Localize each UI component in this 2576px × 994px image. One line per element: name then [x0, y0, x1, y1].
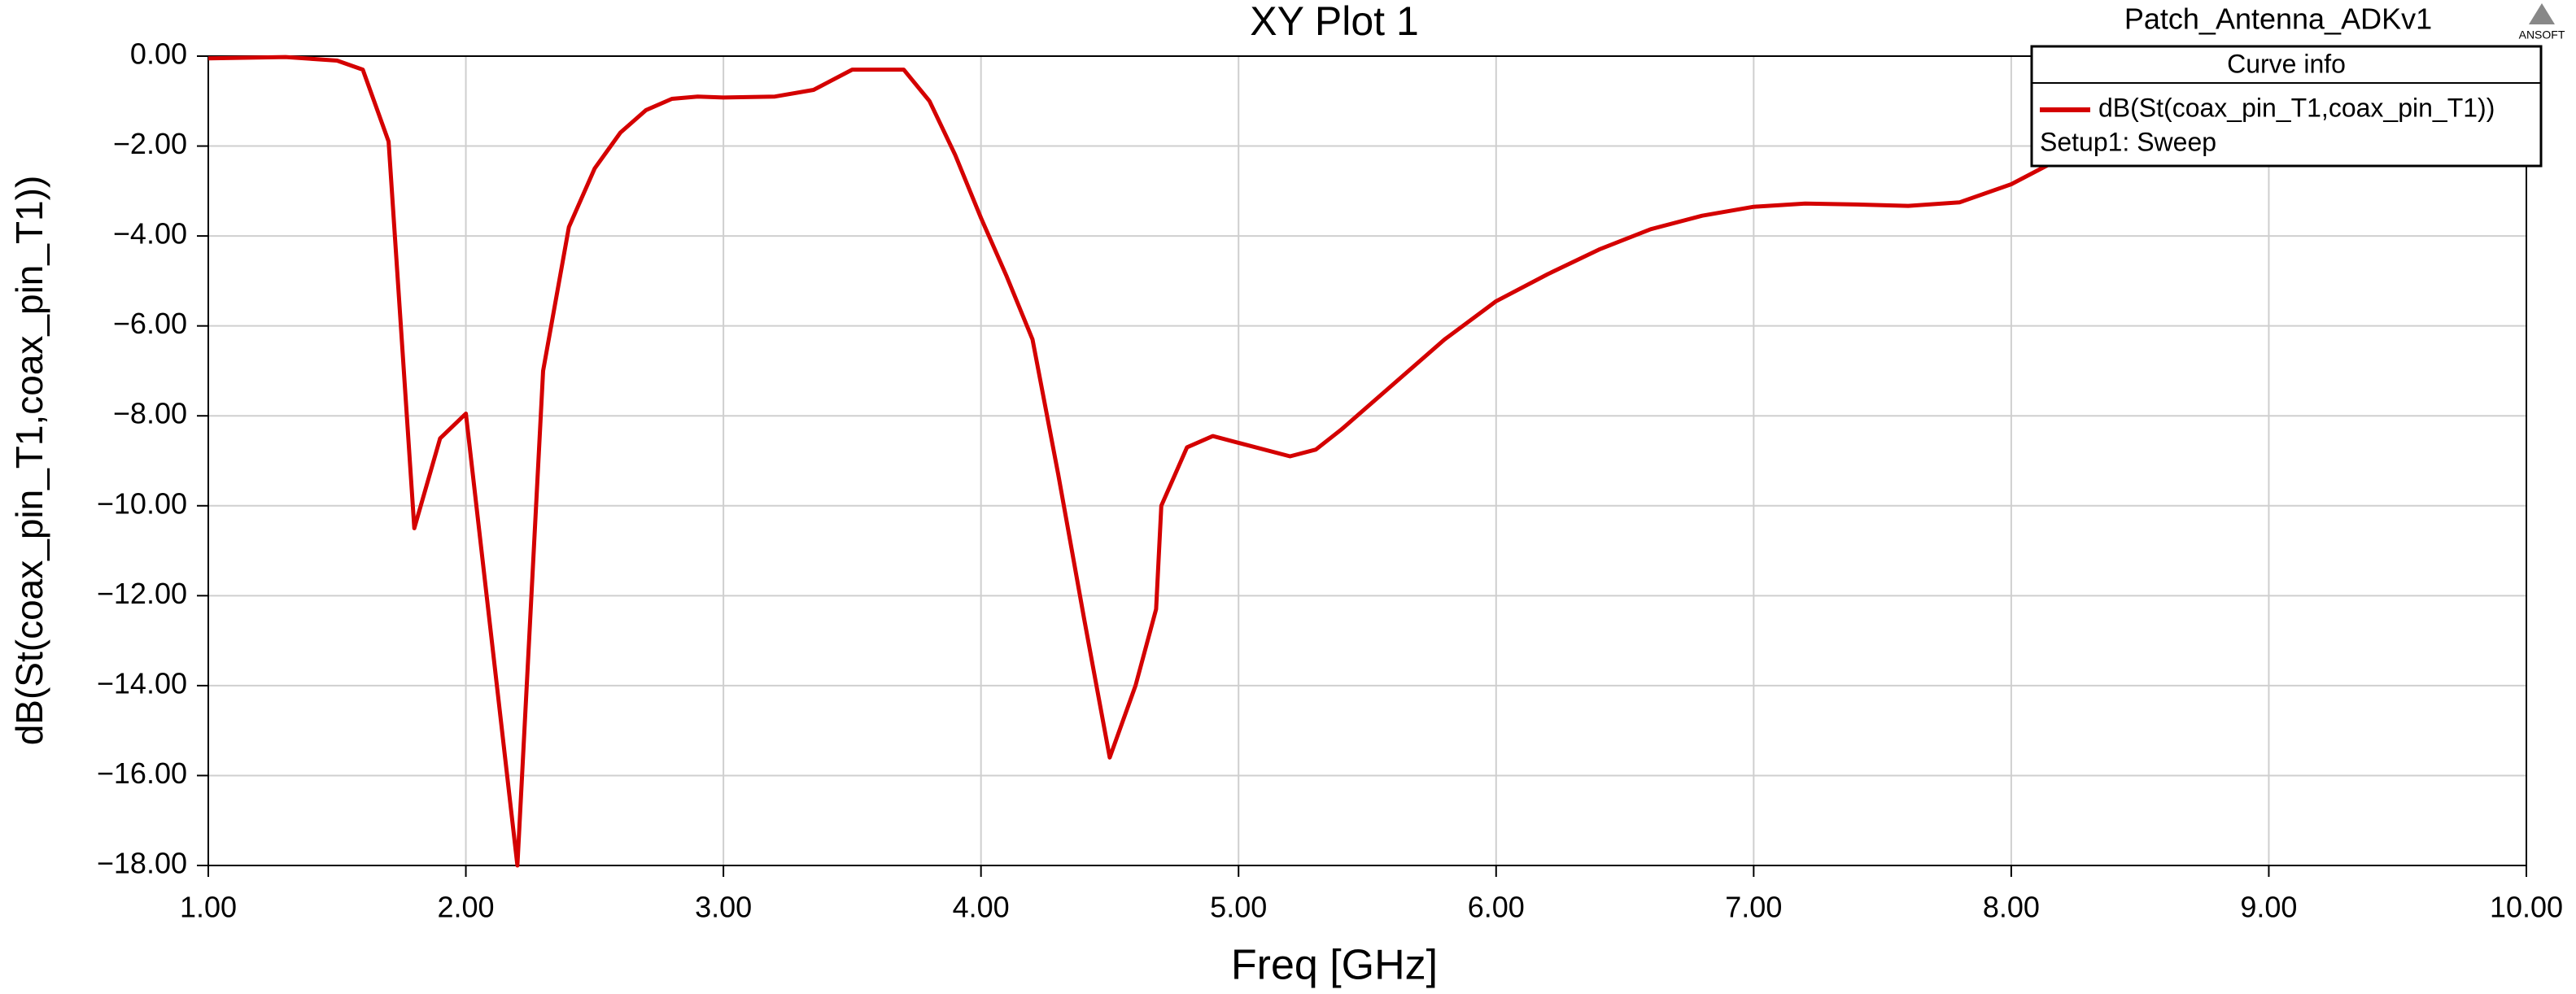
x-tick-label: 9.00: [2240, 891, 2297, 924]
y-tick-label: −4.00: [113, 217, 187, 251]
legend-label: dB(St(coax_pin_T1,coax_pin_T1)): [2098, 93, 2495, 122]
legend-title: Curve info: [2227, 49, 2346, 78]
y-tick-label: −18.00: [97, 847, 187, 880]
x-tick-label: 5.00: [1210, 891, 1267, 924]
y-tick-label: −14.00: [97, 666, 187, 700]
project-name: Patch_Antenna_ADKv1: [2124, 2, 2432, 36]
y-tick-label: 0.00: [130, 37, 187, 71]
x-tick-label: 10.00: [2490, 891, 2563, 924]
y-tick-label: −16.00: [97, 756, 187, 790]
logo-icon: [2529, 3, 2555, 24]
x-tick-label: 8.00: [1983, 891, 2040, 924]
x-tick-label: 2.00: [438, 891, 495, 924]
y-tick-label: −8.00: [113, 397, 187, 430]
y-tick-label: −12.00: [97, 577, 187, 610]
y-tick-label: −2.00: [113, 127, 187, 160]
x-tick-label: 1.00: [180, 891, 237, 924]
legend-note: Setup1: Sweep: [2040, 127, 2216, 156]
x-tick-label: 3.00: [695, 891, 752, 924]
y-axis-label: dB(St(coax_pin_T1,coax_pin_T1)): [8, 176, 50, 746]
legend-box: [2030, 45, 2543, 168]
x-tick-label: 6.00: [1468, 891, 1525, 924]
y-tick-label: −10.00: [97, 486, 187, 520]
data-line: [207, 54, 2064, 868]
x-axis-label: Freq [GHz]: [1231, 942, 1438, 989]
chart-title: XY Plot 1: [1250, 0, 1419, 44]
x-tick-label: 4.00: [953, 891, 1010, 924]
y-tick-label: −6.00: [113, 307, 187, 340]
logo-text: ANSOFT: [2519, 28, 2565, 41]
x-tick-label: 7.00: [1725, 891, 1782, 924]
plot-frame: [207, 55, 2527, 866]
plot-area: [208, 56, 2526, 865]
